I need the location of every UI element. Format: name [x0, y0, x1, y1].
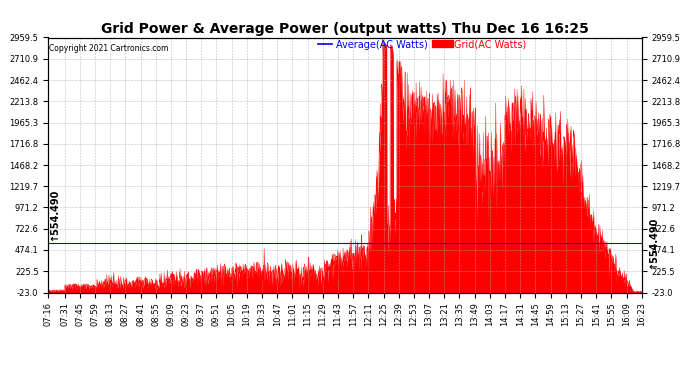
Text: Copyright 2021 Cartronics.com: Copyright 2021 Cartronics.com — [49, 44, 168, 53]
Text: ↑554.490: ↑554.490 — [50, 188, 59, 240]
Legend: Average(AC Watts), Grid(AC Watts): Average(AC Watts), Grid(AC Watts) — [318, 40, 526, 50]
Title: Grid Power & Average Power (output watts) Thu Dec 16 16:25: Grid Power & Average Power (output watts… — [101, 22, 589, 36]
Text: ↑554.490: ↑554.490 — [648, 217, 658, 269]
